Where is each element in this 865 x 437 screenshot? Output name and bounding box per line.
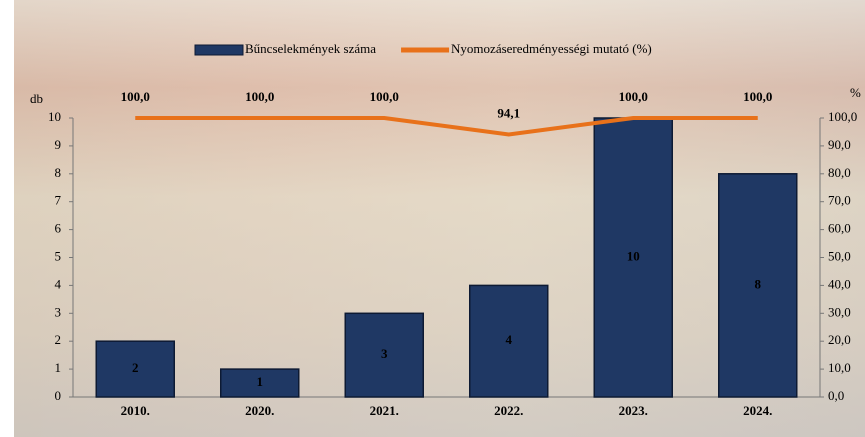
chart: db % 0123456789100,010,020,030,040,050,0… (0, 0, 865, 437)
y-axis-label: db (30, 91, 43, 106)
y2-tick-label: 90,0 (828, 137, 851, 152)
x-tick-label: 2010. (121, 403, 150, 418)
y-tick-label: 0 (55, 388, 62, 403)
x-tick-label: 2024. (743, 403, 772, 418)
line-value-label: 100,0 (619, 89, 648, 104)
y2-tick-label: 80,0 (828, 165, 851, 180)
y-tick-label: 5 (55, 248, 62, 263)
page: db % 0123456789100,010,020,030,040,050,0… (0, 0, 865, 437)
y-tick-label: 3 (55, 304, 62, 319)
y2-tick-label: 70,0 (828, 193, 851, 208)
y-tick-label: 2 (55, 332, 62, 347)
x-tick-label: 2021. (370, 403, 399, 418)
y2-tick-label: 40,0 (828, 276, 851, 291)
line-value-label: 100,0 (121, 89, 150, 104)
line-value-label: 94,1 (497, 105, 520, 120)
x-tick-label: 2023. (619, 403, 648, 418)
bar-value-label: 3 (381, 346, 388, 361)
y2-tick-label: 30,0 (828, 304, 851, 319)
y-tick-label: 10 (48, 109, 61, 124)
y2-tick-label: 100,0 (828, 109, 857, 124)
y2-tick-label: 10,0 (828, 360, 851, 375)
bar-value-label: 1 (257, 374, 264, 389)
y-tick-label: 4 (55, 276, 62, 291)
y2-axis-label: % (850, 85, 861, 100)
legend-label: Bűncselekmények száma (245, 41, 376, 56)
y-tick-label: 1 (55, 360, 62, 375)
y-tick-label: 8 (55, 165, 62, 180)
line-value-label: 100,0 (370, 89, 399, 104)
x-tick-label: 2022. (494, 403, 523, 418)
line-value-label: 100,0 (245, 89, 274, 104)
x-tick-label: 2020. (245, 403, 274, 418)
bar-value-label: 10 (627, 248, 640, 263)
y2-tick-label: 50,0 (828, 248, 851, 263)
line-value-label: 100,0 (743, 89, 772, 104)
y-tick-label: 7 (55, 193, 62, 208)
bar-value-label: 2 (132, 360, 139, 375)
legend-swatch (195, 45, 243, 55)
y2-tick-label: 0,0 (828, 388, 844, 403)
y2-tick-label: 60,0 (828, 221, 851, 236)
y-tick-label: 6 (55, 221, 62, 236)
legend-label: Nyomozáseredményességi mutató (%) (451, 41, 652, 56)
bar-value-label: 4 (506, 332, 513, 347)
y2-tick-label: 20,0 (828, 332, 851, 347)
bar-value-label: 8 (755, 276, 762, 291)
y-tick-label: 9 (55, 137, 62, 152)
